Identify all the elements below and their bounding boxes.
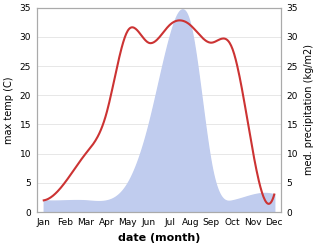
- Y-axis label: med. precipitation (kg/m2): med. precipitation (kg/m2): [304, 44, 314, 175]
- Y-axis label: max temp (C): max temp (C): [4, 76, 14, 144]
- X-axis label: date (month): date (month): [118, 233, 200, 243]
